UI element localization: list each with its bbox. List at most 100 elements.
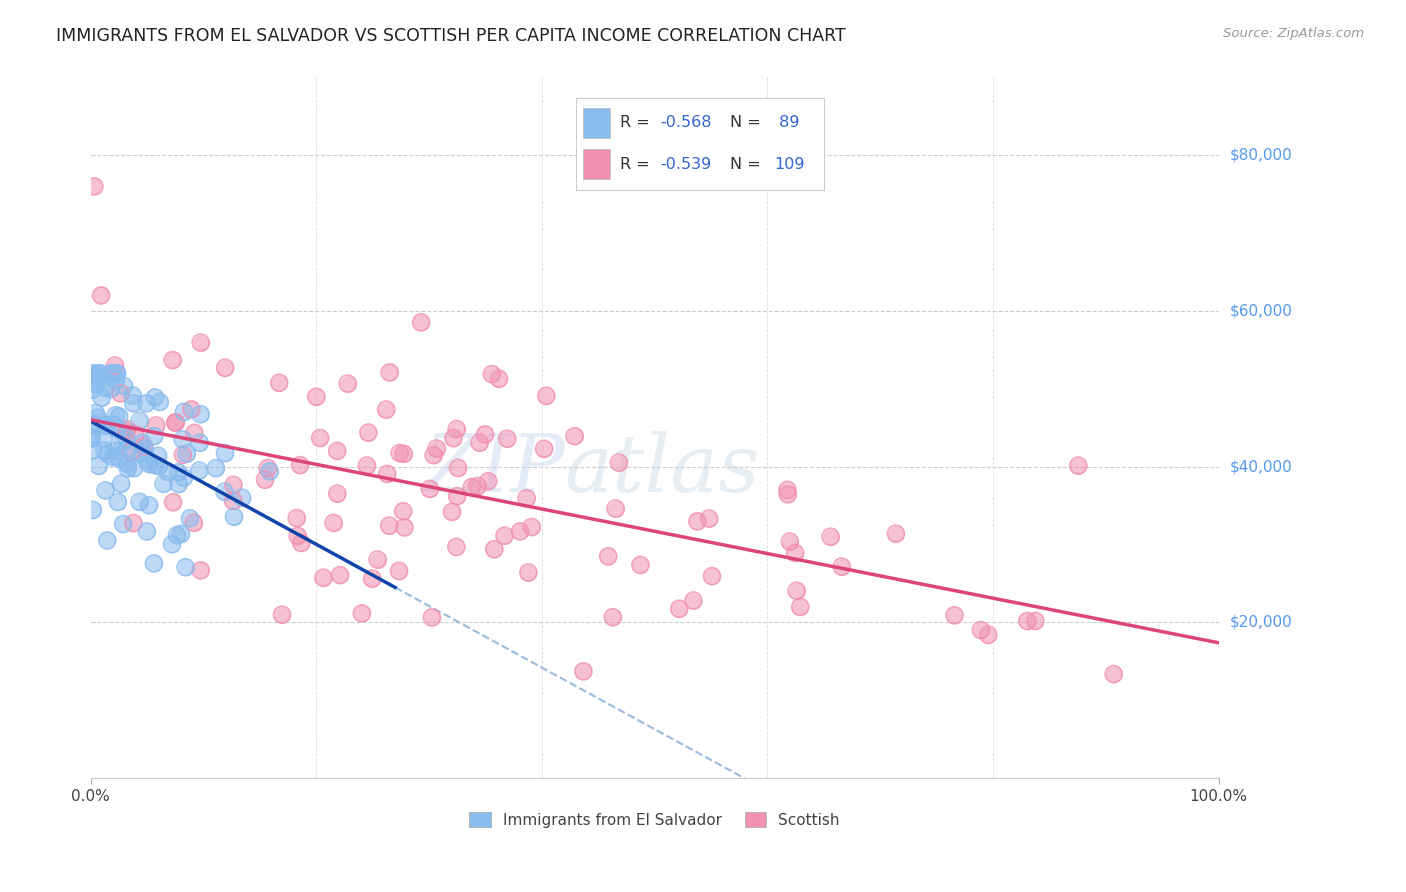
Point [509,524,531,539]
Point [1017,614,1039,628]
Point [288,458,311,472]
Point [188,463,211,477]
Point [104,359,127,373]
Point [214,360,236,375]
Point [112,379,135,393]
Point [357,425,380,440]
Point [110,476,132,491]
Point [101,367,124,381]
Point [190,335,212,350]
Point [107,495,129,509]
Point [87,458,110,473]
Point [173,470,195,484]
Point [356,458,378,473]
Point [786,583,808,598]
Point [93,443,115,458]
Point [697,511,720,525]
Point [107,451,129,466]
Point [121,388,143,402]
Point [80,432,103,446]
Point [305,390,328,404]
Point [82,503,104,517]
Point [115,422,138,436]
Point [135,396,157,410]
Point [700,569,723,583]
Point [1017,614,1039,628]
Point [474,427,496,442]
Text: $60,000: $60,000 [1230,303,1292,318]
Point [111,435,134,450]
Point [602,610,624,624]
Point [533,442,555,456]
Point [115,422,138,436]
Point [179,511,201,525]
Point [392,504,415,518]
Point [136,453,159,467]
Point [180,402,202,417]
Point [356,458,378,473]
Point [112,517,135,532]
Point [90,391,112,405]
Point [776,483,799,497]
Point [783,546,806,560]
Point [167,477,190,491]
Point [1067,458,1090,473]
Point [789,599,811,614]
Point [425,442,447,456]
Point [287,529,309,543]
Point [84,377,107,392]
Point [686,515,709,529]
Point [84,377,107,392]
Point [411,315,433,329]
Point [93,432,115,446]
Point [446,422,468,436]
Point [82,443,104,458]
Point [138,498,160,512]
Point [124,427,146,442]
Point [128,414,150,428]
Point [222,478,245,492]
Point [84,406,107,420]
Point [378,366,401,380]
Point [165,416,187,430]
Point [96,418,118,433]
Point [166,528,188,542]
Point [214,484,236,499]
Point [83,417,105,431]
Point [259,465,281,479]
Point [443,431,465,445]
Point [326,486,349,500]
Point [468,435,491,450]
Point [287,529,309,543]
Point [329,568,352,582]
Point [312,571,335,585]
Point [105,367,128,381]
Point [188,435,211,450]
Point [422,448,444,462]
Point [222,478,245,492]
Point [378,518,401,533]
Point [105,422,128,436]
Point [90,288,112,302]
Point [149,395,172,409]
Point [1024,614,1046,628]
Point [82,374,104,388]
Point [668,601,690,615]
Point [87,369,110,384]
Point [135,524,157,539]
Point [162,353,184,368]
Point [165,416,187,430]
Point [97,447,120,461]
Point [884,526,907,541]
Point [83,417,105,431]
Point [80,430,103,444]
Point [112,517,135,532]
Point [156,465,179,479]
Point [630,558,652,572]
Point [509,524,531,539]
Point [121,388,143,402]
Text: $40,000: $40,000 [1230,459,1292,475]
Point [83,179,105,194]
Point [104,373,127,387]
Point [309,431,332,445]
